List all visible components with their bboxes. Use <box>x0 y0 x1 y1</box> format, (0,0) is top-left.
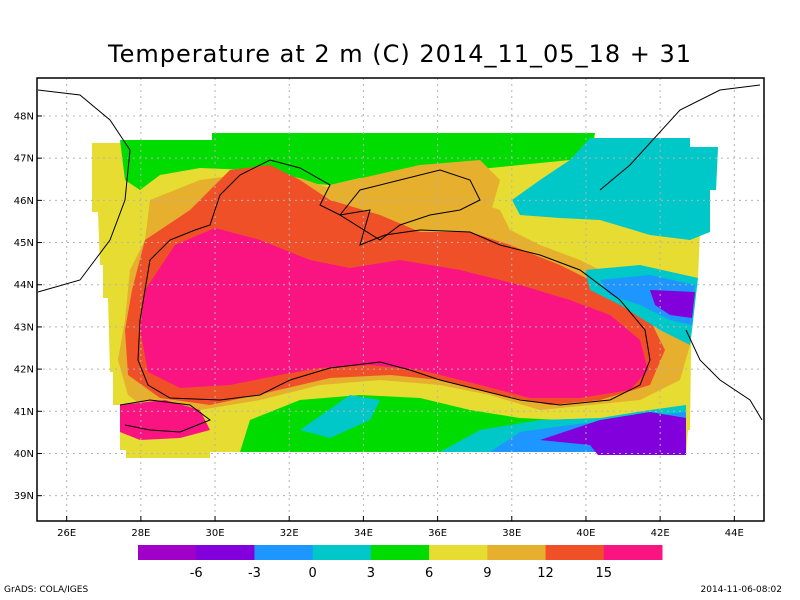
lat-tick-label: 45N <box>14 238 34 249</box>
lon-tick-label: 40E <box>576 528 595 539</box>
colorbar-swatch <box>254 545 314 560</box>
lon-tick-label: 36E <box>428 528 447 539</box>
colorbar-label: -3 <box>248 566 261 581</box>
footer-timestamp: 2014-11-06-08:02 <box>700 585 783 595</box>
colorbar-label: 12 <box>537 566 554 581</box>
lat-tick-label: 39N <box>14 491 34 502</box>
colorbar-swatch <box>487 545 547 560</box>
lat-tick-label: 48N <box>14 111 34 122</box>
colorbar-swatch <box>429 545 488 560</box>
lon-tick-label: 44E <box>725 528 744 539</box>
colorbar-label: -6 <box>190 566 203 581</box>
coastline <box>37 84 763 433</box>
lon-tick-label: 34E <box>354 528 373 539</box>
field-purple-east <box>650 290 695 318</box>
lon-tick-label: 26E <box>57 528 76 539</box>
lat-tick-label: 47N <box>14 154 34 165</box>
field-cyan-south <box>300 395 380 438</box>
map-grid <box>37 78 764 521</box>
field-purple-se <box>540 412 686 455</box>
colorbar-swatch <box>370 545 430 560</box>
colorbar-label: 0 <box>309 566 317 581</box>
lon-tick-label: 30E <box>206 528 225 539</box>
map-frame <box>36 77 765 522</box>
lat-tick-label: 42N <box>14 365 34 376</box>
colorbar-swatch <box>138 545 197 560</box>
lon-tick-labels: 26E 28E 30E 32E 34E 36E 38E 40E 42E 44E <box>57 516 744 539</box>
lon-tick-label: 42E <box>651 528 670 539</box>
lon-tick-label: 32E <box>280 528 299 539</box>
field-green-north <box>120 133 595 190</box>
field-cyan-ne <box>512 138 718 240</box>
field-marmara <box>120 400 210 440</box>
lat-tick-labels: 39N 40N 41N 42N 43N 44N 45N 46N 47N 48N <box>14 111 42 502</box>
lat-tick-label: 40N <box>14 449 34 460</box>
footer-credit: GrADS: COLA/IGES <box>4 585 89 595</box>
map-title: Temperature at 2 m (C) 2014_11_05_18 + 3… <box>107 40 693 68</box>
lon-tick-label: 38E <box>502 528 521 539</box>
lat-tick-label: 41N <box>14 407 34 418</box>
colorbar-label: 6 <box>425 566 433 581</box>
lon-tick-label: 28E <box>131 528 150 539</box>
colorbar-swatch <box>545 545 605 560</box>
lat-tick-label: 44N <box>14 280 34 291</box>
colorbar: -6 -3 0 3 6 9 12 15 <box>138 545 663 581</box>
colorbar-label: 3 <box>367 566 375 581</box>
colorbar-label: 15 <box>596 566 613 581</box>
lat-tick-label: 43N <box>14 322 34 333</box>
field-magenta-core <box>140 228 648 398</box>
temperature-field <box>92 133 718 458</box>
colorbar-label: 9 <box>483 566 491 581</box>
colorbar-swatch <box>196 545 255 560</box>
lat-tick-label: 46N <box>14 196 34 207</box>
colorbar-swatch <box>312 545 372 560</box>
colorbar-swatch <box>603 545 663 560</box>
